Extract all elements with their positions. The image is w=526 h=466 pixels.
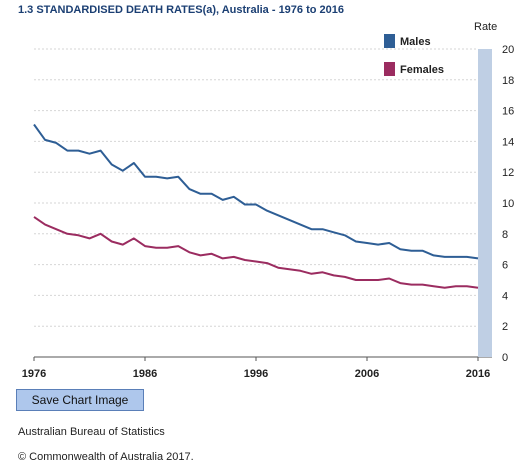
legend-label-females: Females [400,64,444,76]
x-tick-label: 1996 [244,368,268,380]
data-series [33,123,479,289]
x-tick-labels: 1976 1986 1996 2006 2016 [22,357,490,380]
save-chart-image-button[interactable]: Save Chart Image [16,389,144,411]
y-tick-label: 0 [502,352,508,364]
y-tick-label: 20 [502,44,514,56]
source-text: Australian Bureau of Statistics [18,426,165,438]
y-tick-label: 8 [502,229,508,241]
line-chart: 0 2 4 6 8 10 12 14 16 18 20 1976 1986 1996 2006 2016 M… [22,34,514,380]
legend-swatch-males [384,34,395,48]
legend-label-males: Males [400,36,431,48]
x-tick-label: 1976 [22,368,46,380]
x-tick-label: 2006 [355,368,379,380]
gridlines [34,48,492,358]
y-tick-label: 16 [502,106,514,118]
legend-swatch-females [384,62,395,76]
x-tick-label: 2016 [466,368,490,380]
series-line-females [33,216,479,289]
y-tick-label: 4 [502,290,508,302]
x-tick-label: 1986 [133,368,157,380]
y-tick-label: 6 [502,260,508,272]
y-tick-labels: 0 2 4 6 8 10 12 14 16 18 20 [502,44,514,364]
y-tick-label: 12 [502,167,514,179]
y-tick-label: 10 [502,198,514,210]
chart-title: 1.3 STANDARDISED DEATH RATES(a), Austral… [18,4,345,16]
y-tick-label: 18 [502,75,514,87]
series-line-males [33,123,479,260]
copyright-text: © Commonwealth of Australia 2017. [18,451,194,463]
y-axis-title: Rate [474,21,498,33]
y-tick-label: 14 [502,136,514,148]
y-tick-label: 2 [502,321,508,333]
right-axis-band [478,49,492,357]
legend: Males Females [384,34,444,76]
